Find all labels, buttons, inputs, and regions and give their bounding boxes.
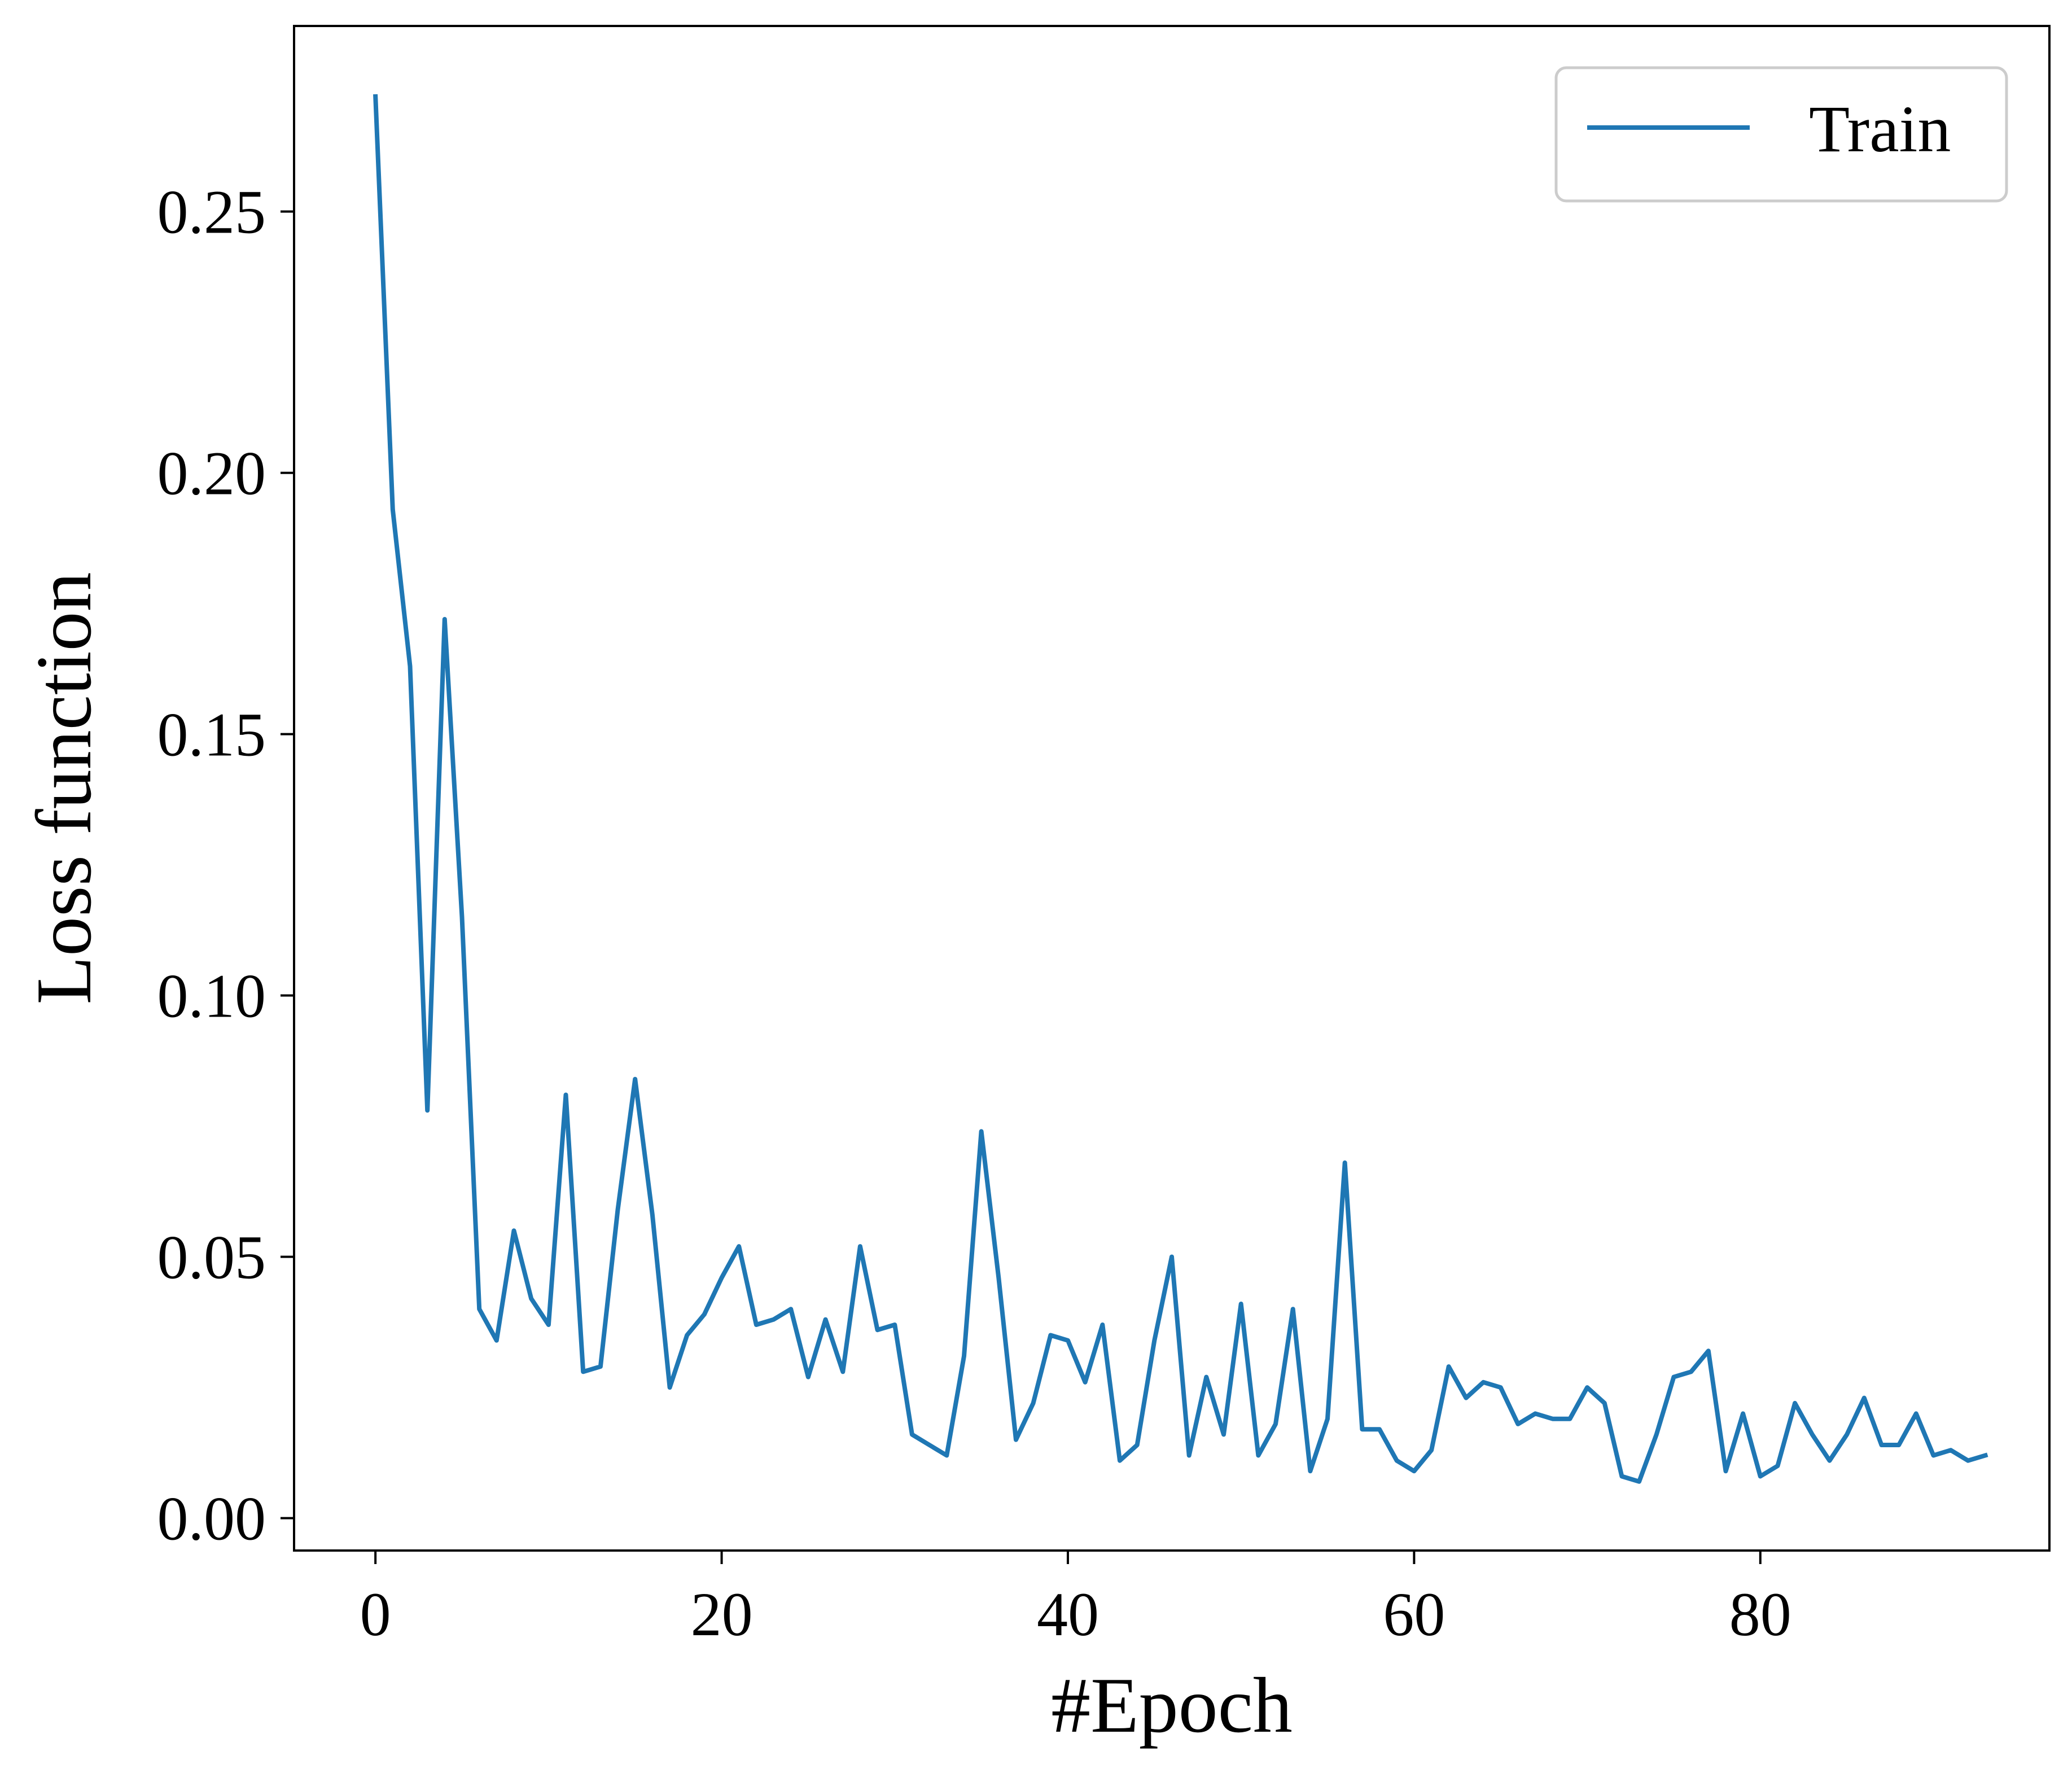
- y-tick-label: 0.20: [157, 439, 266, 508]
- y-tick-label: 0.10: [157, 962, 266, 1031]
- y-tick-label: 0.05: [157, 1223, 266, 1292]
- legend: Train: [1554, 66, 2008, 203]
- series-line-train: [373, 94, 1988, 1484]
- x-tick-label: 0: [360, 1580, 391, 1649]
- x-tick-label: 20: [691, 1580, 753, 1649]
- x-axis-title: #Epoch: [1051, 1662, 1293, 1749]
- plot-area-frame: [293, 25, 2051, 1552]
- y-tick-label: 0.25: [157, 178, 266, 247]
- legend-label-train: Train: [1809, 92, 1951, 166]
- legend-box: [1554, 66, 2008, 203]
- x-tick-label: 80: [1729, 1580, 1791, 1649]
- x-tick-label: 60: [1383, 1580, 1445, 1649]
- y-tick-label: 0.15: [157, 700, 266, 769]
- y-tick-label: 0.00: [157, 1484, 266, 1553]
- x-tick-label: 40: [1037, 1580, 1099, 1649]
- y-axis-title: Loss function: [20, 572, 108, 1004]
